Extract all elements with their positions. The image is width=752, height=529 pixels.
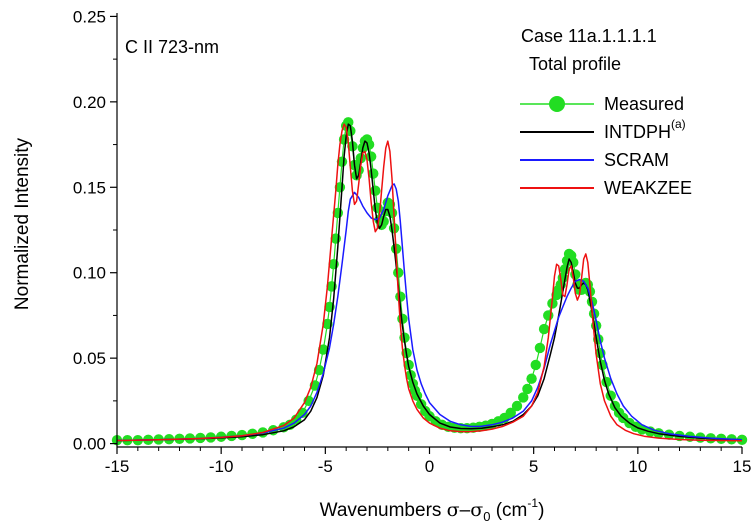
series-intdph-line: [116, 123, 743, 442]
series-measured-point: [522, 383, 533, 395]
x-axis-label: Wavenumbers σ–σ0 (cm-1): [320, 496, 545, 524]
legend-label-measured: Measured: [604, 94, 684, 114]
x-axis-label-minus: –: [460, 500, 471, 521]
species-annotation: C II 723-nm: [125, 37, 219, 57]
series-measured-point: [370, 185, 381, 196]
x-axis-label-unit-sup: -1: [527, 496, 538, 510]
x-tick-label: 15: [733, 457, 752, 476]
series-measured-point: [736, 434, 748, 446]
x-axis-label-prefix: Wavenumbers: [320, 500, 447, 521]
x-axis-label-sigma0: σ: [470, 499, 483, 521]
x-tick-label: -10: [209, 457, 234, 476]
x-tick-label: -15: [105, 457, 130, 476]
y-tick-label: 0.15: [73, 178, 106, 197]
case-annotation: Case 11a.1.1.1.1: [521, 26, 657, 46]
y-tick-label: 0.05: [73, 349, 106, 368]
series-measured-point: [538, 323, 550, 335]
legend-label-intdph: INTDPH(a): [604, 117, 686, 142]
y-tick-label: 0.00: [73, 435, 106, 454]
series-measured-point: [290, 414, 302, 425]
legend-item-weakzee: WEAKZEE: [520, 178, 692, 198]
x-tick-label: 5: [529, 457, 538, 476]
y-tick-label: 0.20: [73, 93, 106, 112]
series-measured-point: [526, 373, 537, 384]
y-axis-label: Normalized Intensity: [12, 137, 33, 310]
legend-item-intdph: INTDPH(a): [520, 117, 686, 142]
series-measured-point: [518, 392, 529, 403]
series-measured-point: [530, 359, 541, 371]
series-measured-point: [393, 267, 404, 278]
series-scram-line: [116, 183, 743, 442]
legend: Measured INTDPH(a) SCRAM WEAKZEE: [520, 94, 692, 198]
x-tick-label: 10: [628, 457, 647, 476]
x-axis-label-unit-open: (cm: [490, 500, 527, 521]
legend-label-weakzee: WEAKZEE: [604, 178, 692, 198]
legend-label-scram: SCRAM: [604, 150, 669, 170]
series-measured-point: [568, 257, 579, 268]
y-tick-label: 0.25: [73, 7, 106, 26]
series-measured-point: [534, 342, 546, 354]
x-tick-label: -5: [318, 457, 333, 476]
y-tick-label: 0.10: [73, 264, 106, 283]
legend-item-scram: SCRAM: [520, 150, 669, 170]
series-measured-point: [384, 199, 396, 210]
series-measured-point: [505, 407, 516, 419]
x-tick-label: 0: [425, 457, 434, 476]
profile-annotation: Total profile: [529, 54, 621, 74]
x-axis-label-sigma0-sub: 0: [483, 509, 490, 524]
axes: [116, 13, 742, 448]
series-measured-point: [543, 310, 554, 321]
x-axis-label-unit-close: ): [538, 500, 544, 521]
legend-marker-measured: [549, 96, 565, 112]
legend-label-intdph-sup: (a): [671, 117, 686, 131]
series-measured-line: [117, 120, 743, 441]
ticks: 0.00 0.05 0.10 0.15 0.20 0.25 -15 -10 -5 0 5 10 15: [73, 7, 752, 476]
series-measured-point: [318, 344, 329, 355]
series-measured-point: [511, 400, 523, 412]
series-weakzee-line: [116, 123, 743, 442]
x-axis-label-sigma: σ: [447, 499, 460, 521]
plot-area: [111, 117, 748, 446]
legend-item-measured: Measured: [520, 94, 684, 114]
series-measured-point: [343, 117, 354, 128]
